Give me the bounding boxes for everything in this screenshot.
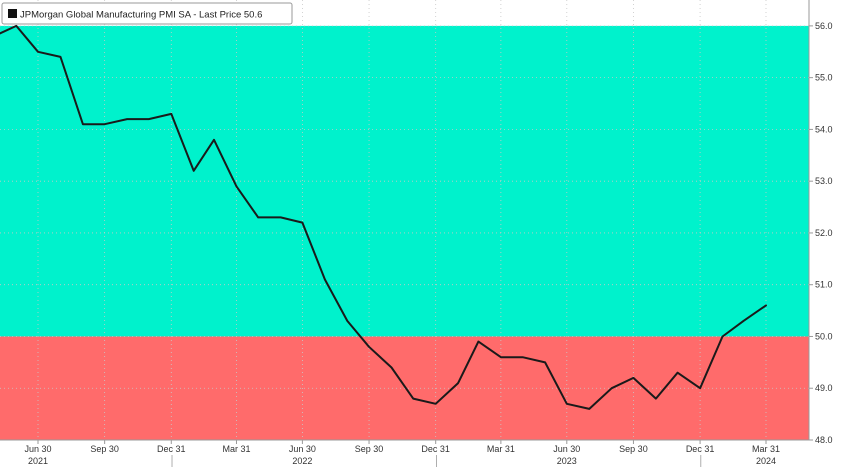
- series-layer: [0, 24, 767, 410]
- y-tick-label: 56.0: [815, 21, 833, 31]
- x-tick-label: Mar 31: [752, 444, 780, 454]
- pmi-series-line: [0, 24, 767, 410]
- y-tick-label: 49.0: [815, 383, 833, 393]
- y-tick-label: 50.0: [815, 331, 833, 341]
- legend-label: JPMorgan Global Manufacturing PMI SA - L…: [20, 10, 262, 21]
- x-year-label: 2023: [557, 456, 577, 466]
- x-year-label: 2021: [28, 456, 48, 466]
- x-tick-label: Dec 31: [421, 444, 450, 454]
- legend-last-price: 50.6: [244, 10, 263, 21]
- x-tick-label: Sep 30: [90, 444, 119, 454]
- y-tick-label: 53.0: [815, 176, 833, 186]
- x-tick-label: Jun 30: [553, 444, 580, 454]
- x-tick-label: Jun 30: [24, 444, 51, 454]
- y-tick-label: 54.0: [815, 124, 833, 134]
- x-tick-label: Mar 31: [487, 444, 515, 454]
- x-year-label: 2024: [756, 456, 776, 466]
- legend-box: [1, 2, 293, 25]
- y-tick-label: 55.0: [815, 73, 833, 83]
- x-year-label: 2022: [292, 456, 312, 466]
- y-tick-label: 51.0: [815, 280, 833, 290]
- x-tick-label: Jun 30: [289, 444, 316, 454]
- legend: JPMorgan Global Manufacturing PMI SA - L…: [1, 2, 293, 25]
- y-tick-label: 52.0: [815, 228, 833, 238]
- x-tick-label: Mar 31: [222, 444, 250, 454]
- x-tick-label: Sep 30: [355, 444, 384, 454]
- legend-swatch: [8, 9, 17, 18]
- y-tick-label: 48.0: [815, 435, 833, 445]
- x-tick-label: Dec 31: [157, 444, 186, 454]
- x-tick-label: Dec 31: [686, 444, 715, 454]
- x-tick-label: Sep 30: [619, 444, 648, 454]
